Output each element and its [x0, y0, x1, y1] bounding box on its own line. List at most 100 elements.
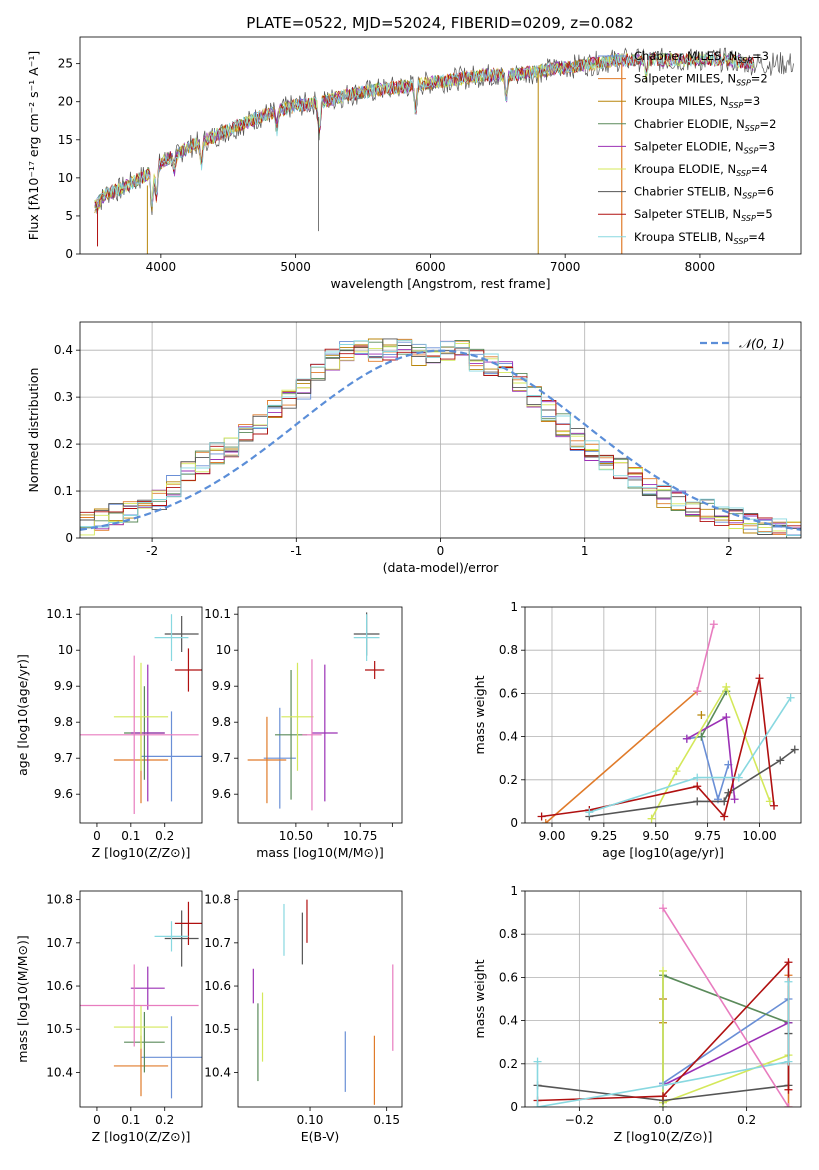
y-tick-label: 10.1: [204, 607, 231, 621]
y-tick-label: 0: [510, 1100, 518, 1114]
x-tick-label: 7000: [550, 260, 581, 274]
y-axis-label: Normed distribution: [26, 368, 41, 493]
x-axis-label: (data-model)/error: [383, 560, 500, 575]
y-tick-label: 9.8: [54, 715, 73, 729]
x-tick-label: -1: [290, 544, 302, 558]
weight-marker: [709, 620, 718, 629]
x-tick-label: 0.2: [737, 1113, 756, 1127]
y-tick-label: 10.4: [204, 1065, 231, 1079]
weight-marker: [693, 797, 702, 806]
weight-marker: [647, 814, 656, 823]
spectrum-line: [94, 52, 754, 210]
histogram-step: [80, 339, 801, 537]
x-tick-label: 9.75: [694, 829, 721, 843]
x-tick-label: 10.50: [279, 829, 313, 843]
x-tick-label: −0.2: [565, 1113, 594, 1127]
x-axis-label: Z [log10(Z/Z⊙)]: [92, 1129, 191, 1144]
weight-marker: [697, 732, 706, 741]
x-tick-label: 9.25: [590, 829, 617, 843]
panel-weight_vs_Z: −0.2 0.0 0.2 0 0.2 0.4 0.6 0.8 1 Z [log10(Z/Z⊙)] m…: [472, 884, 802, 1144]
y-tick-label: 9.7: [54, 751, 73, 765]
x-tick-label: 1: [581, 544, 589, 558]
weight-line: [662, 970, 789, 1104]
y-tick-label: 0.1: [54, 484, 73, 498]
weight-marker: [672, 767, 681, 776]
legend-label: Kroupa STELIB, NSSP=4: [634, 230, 765, 246]
y-tick-label: 0: [65, 247, 73, 261]
weight-marker: [786, 693, 795, 702]
x-tick-label: 6000: [415, 260, 446, 274]
weight-line: [696, 624, 715, 692]
x-tick-label: 0: [93, 829, 101, 843]
weight-line: [541, 678, 775, 819]
weight-line: [662, 997, 790, 1084]
legend-label: Chabrier STELIB, NSSP=6: [634, 185, 774, 201]
x-tick-label: 10.75: [343, 829, 377, 843]
y-tick-label: 10.5: [46, 1022, 73, 1036]
gaussian-curve: [80, 349, 801, 531]
x-tick-label: 0.10: [297, 1113, 324, 1127]
y-tick-label: 0.4: [499, 730, 518, 744]
y-axis-label: Flux [fλ10⁻¹⁷ erg cm⁻² s⁻¹ A⁻¹]: [26, 51, 41, 240]
spectrum-line: [94, 53, 620, 214]
weight-marker: [541, 819, 550, 823]
y-tick-label: 9.7: [212, 751, 231, 765]
x-tick-label: 9.50: [642, 829, 669, 843]
plot-area: [80, 901, 202, 1099]
x-tick-label: 10.00: [742, 829, 776, 843]
y-tick-label: 10.1: [46, 607, 73, 621]
weight-marker: [659, 1092, 667, 1101]
y-tick-label: 0.2: [54, 437, 73, 451]
y-tick-label: 25: [58, 57, 73, 71]
x-tick-label: 9.00: [539, 829, 566, 843]
y-tick-label: 9.6: [212, 787, 231, 801]
x-tick-label: -2: [146, 544, 158, 558]
axes-frame: [237, 606, 403, 824]
y-tick-label: 10.4: [46, 1065, 73, 1079]
x-tick-label: 8000: [685, 260, 716, 274]
x-tick-label: 0: [93, 1113, 101, 1127]
x-axis-label: wavelength [Angstrom, rest frame]: [330, 276, 550, 291]
legend-label: Salpeter STELIB, NSSP=5: [634, 207, 773, 223]
x-tick-label: 0.1: [121, 829, 140, 843]
y-tick-label: 9.6: [54, 787, 73, 801]
plot-area: [525, 607, 801, 823]
y-tick-label: 0.4: [499, 1014, 518, 1028]
plot-area: [252, 899, 394, 1105]
panel-residuals: -2 -1 0 1 2 0 0.1 0.2 0.3 0.4 (data-model)/error No…: [26, 321, 802, 575]
weight-marker: [722, 713, 731, 722]
panel-spectrum: 4000 5000 6000 7000 8000 0 5 10 15 20 25 wavelength…: [26, 36, 802, 291]
weight-line: [686, 735, 730, 803]
y-tick-label: 0: [510, 816, 518, 830]
x-axis-label: Z [log10(Z/Z⊙)]: [92, 845, 191, 860]
y-tick-label: 10: [216, 643, 231, 657]
weight-line: [589, 697, 792, 813]
plot-area: [94, 47, 794, 254]
y-tick-label: 10.7: [204, 936, 231, 950]
y-tick-label: 20: [58, 95, 73, 109]
y-tick-label: 10: [58, 643, 73, 657]
weight-marker: [722, 682, 731, 691]
y-tick-label: 9.9: [54, 679, 73, 693]
x-tick-label: 0.2: [155, 829, 174, 843]
y-axis-label: mass [log10(M/M⊙)]: [15, 935, 30, 1063]
axes-frame: [79, 606, 203, 824]
y-tick-label: 1: [510, 884, 518, 898]
weight-marker: [533, 1103, 542, 1107]
legend-label: Kroupa MILES, NSSP=3: [634, 94, 760, 110]
weight-marker: [533, 1057, 542, 1066]
y-tick-label: 0: [65, 531, 73, 545]
legend: Chabrier MILES, NSSP=3 Salpeter MILES, NS…: [598, 49, 776, 246]
weight-marker: [784, 977, 793, 986]
spectrum-line: [94, 53, 620, 212]
weight-marker: [776, 756, 785, 765]
legend-label: 𝒩(0, 1): [739, 336, 785, 351]
weight-marker: [659, 904, 667, 913]
y-tick-label: 0.2: [499, 773, 518, 787]
x-axis-label: Z [log10(Z/Z⊙)]: [614, 1129, 713, 1144]
weight-marker: [784, 1103, 793, 1107]
y-tick-label: 0.6: [499, 970, 518, 984]
weight-marker: [765, 797, 774, 806]
weight-marker: [697, 711, 706, 719]
